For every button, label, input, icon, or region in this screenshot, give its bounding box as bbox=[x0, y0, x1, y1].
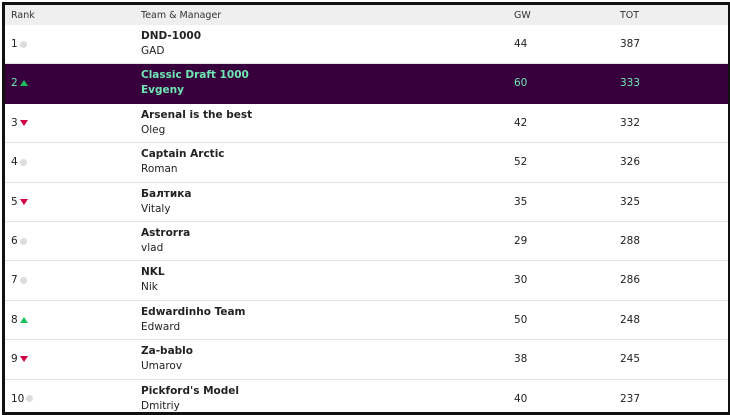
team-name-link[interactable]: Captain Arctic bbox=[141, 148, 225, 161]
table-row[interactable]: 10 Pickford's Model Dmitriy 40 237 bbox=[5, 380, 728, 412]
rank-number: 6 bbox=[11, 235, 18, 247]
rank-number: 5 bbox=[11, 195, 18, 208]
gw-points: 29 bbox=[514, 235, 528, 247]
arrow-up-icon bbox=[19, 316, 28, 323]
no-change-dot-icon bbox=[19, 40, 27, 48]
rank-cell: 1 bbox=[11, 38, 27, 50]
arrow-up-icon bbox=[19, 80, 28, 87]
rank-cell: 2 bbox=[11, 77, 28, 89]
manager-name: Oleg bbox=[141, 123, 166, 136]
manager-name: GAD bbox=[141, 45, 165, 57]
rank-number: 10 bbox=[11, 392, 25, 405]
team-name-link[interactable]: Arsenal is the best bbox=[141, 108, 253, 121]
total-points: 325 bbox=[620, 195, 641, 208]
total-points: 248 bbox=[620, 313, 641, 326]
table-row[interactable]: 8 Edwardinho Team Edward 50 248 bbox=[5, 301, 728, 341]
manager-name: Vitaly bbox=[141, 202, 171, 215]
rank-cell: 5 bbox=[11, 196, 28, 208]
total-points: 286 bbox=[620, 274, 641, 287]
team-name-link[interactable]: DND-1000 bbox=[141, 30, 201, 42]
team-name-link[interactable]: Pickford's Model bbox=[141, 384, 239, 397]
total-points: 326 bbox=[620, 156, 641, 169]
total-points: 387 bbox=[620, 38, 641, 50]
manager-name: Evgeny bbox=[141, 84, 184, 97]
table-row[interactable]: 3 Arsenal is the best Oleg 42 332 bbox=[5, 104, 728, 144]
header-gw[interactable]: GW bbox=[514, 10, 531, 21]
gw-points: 52 bbox=[514, 156, 528, 169]
table-row[interactable]: 6 Astrorra vlad 29 288 bbox=[5, 222, 728, 262]
team-name-link[interactable]: Za-bablo bbox=[141, 345, 193, 358]
total-points: 237 bbox=[620, 392, 641, 405]
no-change-dot-icon bbox=[26, 395, 34, 403]
rank-cell: 4 bbox=[11, 156, 27, 168]
team-name-link[interactable]: Astrorra bbox=[141, 227, 191, 239]
manager-name: Roman bbox=[141, 163, 178, 176]
total-points: 245 bbox=[620, 353, 641, 366]
arrow-down-icon bbox=[19, 356, 28, 363]
team-name-link[interactable]: Classic Draft 1000 bbox=[141, 69, 249, 82]
team-name-link[interactable]: NKL bbox=[141, 266, 165, 279]
manager-name: Edward bbox=[141, 320, 181, 333]
team-name-link[interactable]: Балтика bbox=[141, 187, 192, 200]
arrow-down-icon bbox=[19, 198, 28, 205]
rank-cell: 8 bbox=[11, 314, 28, 326]
header-rank[interactable]: Rank bbox=[11, 10, 35, 21]
table-row[interactable]: 9 Za-bablo Umarov 38 245 bbox=[5, 340, 728, 380]
rank-cell: 3 bbox=[11, 117, 28, 129]
gw-points: 40 bbox=[514, 392, 528, 405]
rank-number: 1 bbox=[11, 38, 18, 50]
rank-cell: 6 bbox=[11, 235, 27, 247]
total-points: 333 bbox=[620, 77, 641, 90]
gw-points: 30 bbox=[514, 274, 528, 287]
table-row[interactable]: 7 NKL Nik 30 286 bbox=[5, 261, 728, 301]
manager-name: Nik bbox=[141, 281, 158, 294]
header-team-manager: Team & Manager bbox=[141, 10, 222, 21]
no-change-dot-icon bbox=[19, 237, 27, 245]
manager-name: vlad bbox=[141, 242, 164, 254]
no-change-dot-icon bbox=[19, 276, 27, 284]
total-points: 288 bbox=[620, 235, 641, 247]
gw-points: 35 bbox=[514, 195, 528, 208]
rank-number: 8 bbox=[11, 313, 18, 326]
manager-name: Umarov bbox=[141, 360, 183, 373]
table-row[interactable]: 5 Балтика Vitaly 35 325 bbox=[5, 183, 728, 222]
rank-number: 2 bbox=[11, 77, 18, 90]
gw-points: 42 bbox=[514, 116, 528, 129]
rank-cell: 9 bbox=[11, 353, 28, 365]
gw-points: 50 bbox=[514, 313, 528, 326]
rank-cell: 10 bbox=[11, 392, 34, 405]
no-change-dot-icon bbox=[19, 158, 27, 166]
rank-number: 7 bbox=[11, 274, 18, 287]
manager-name: Dmitriy bbox=[141, 399, 180, 412]
gw-points: 38 bbox=[514, 353, 528, 366]
rank-number: 9 bbox=[11, 353, 18, 366]
table-row[interactable]: 1 DND-1000 GAD 44 387 bbox=[5, 25, 728, 65]
rank-number: 3 bbox=[11, 116, 18, 129]
total-points: 332 bbox=[620, 116, 641, 129]
table-row[interactable]: 4 Captain Arctic Roman 52 326 bbox=[5, 143, 728, 183]
table-row[interactable]: 2 Classic Draft 1000 Evgeny 60 333 bbox=[5, 64, 728, 104]
arrow-down-icon bbox=[19, 119, 28, 126]
gw-points: 60 bbox=[514, 77, 528, 90]
team-name-link[interactable]: Edwardinho Team bbox=[141, 305, 246, 318]
rank-cell: 7 bbox=[11, 274, 27, 286]
rank-number: 4 bbox=[11, 156, 18, 169]
table-header: Rank Team & Manager GW TOT bbox=[5, 5, 728, 25]
gw-points: 44 bbox=[514, 38, 528, 50]
header-tot[interactable]: TOT bbox=[620, 10, 640, 21]
